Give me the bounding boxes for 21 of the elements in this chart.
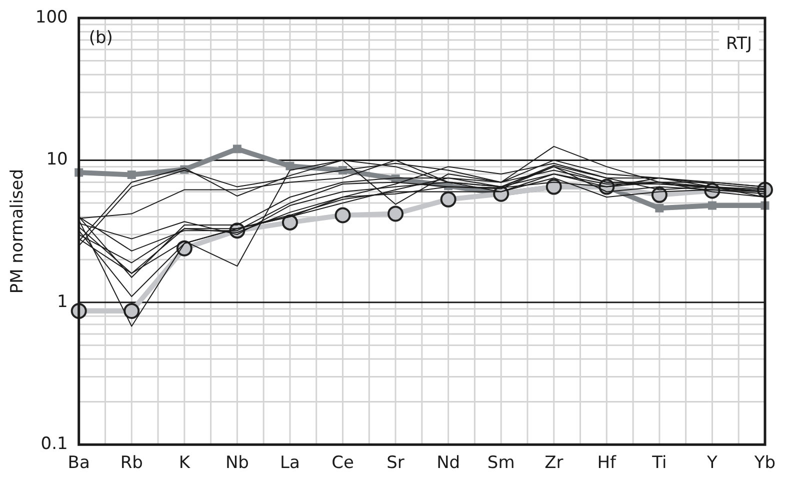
x-tick-label: Yb — [753, 453, 776, 474]
y-tick-label: 100 — [35, 7, 68, 28]
x-tick-label: Hf — [597, 453, 618, 474]
x-tick-label: Rb — [120, 453, 143, 474]
x-tick-label: Ce — [332, 453, 354, 474]
x-tick-label: Nd — [436, 453, 460, 474]
x-tick-label: Zr — [544, 453, 564, 474]
x-tick-label: Y — [706, 453, 718, 474]
y-tick-label: 10 — [46, 150, 68, 170]
x-tick-label: K — [178, 453, 191, 474]
annotation: (b) — [88, 28, 113, 48]
annotation: RTJ — [726, 34, 752, 54]
y-axis-title: PM normalised — [8, 168, 28, 294]
x-tick-label: Ti — [651, 453, 667, 474]
x-tick-label: Sr — [386, 453, 404, 474]
y-tick-label: 0.1 — [40, 434, 68, 454]
x-tick-label: Ba — [68, 453, 90, 474]
x-tick-label: Nb — [225, 453, 249, 474]
x-tick-label: Sm — [487, 453, 515, 474]
y-tick-label: 1 — [57, 292, 68, 312]
x-tick-label: La — [280, 453, 300, 474]
